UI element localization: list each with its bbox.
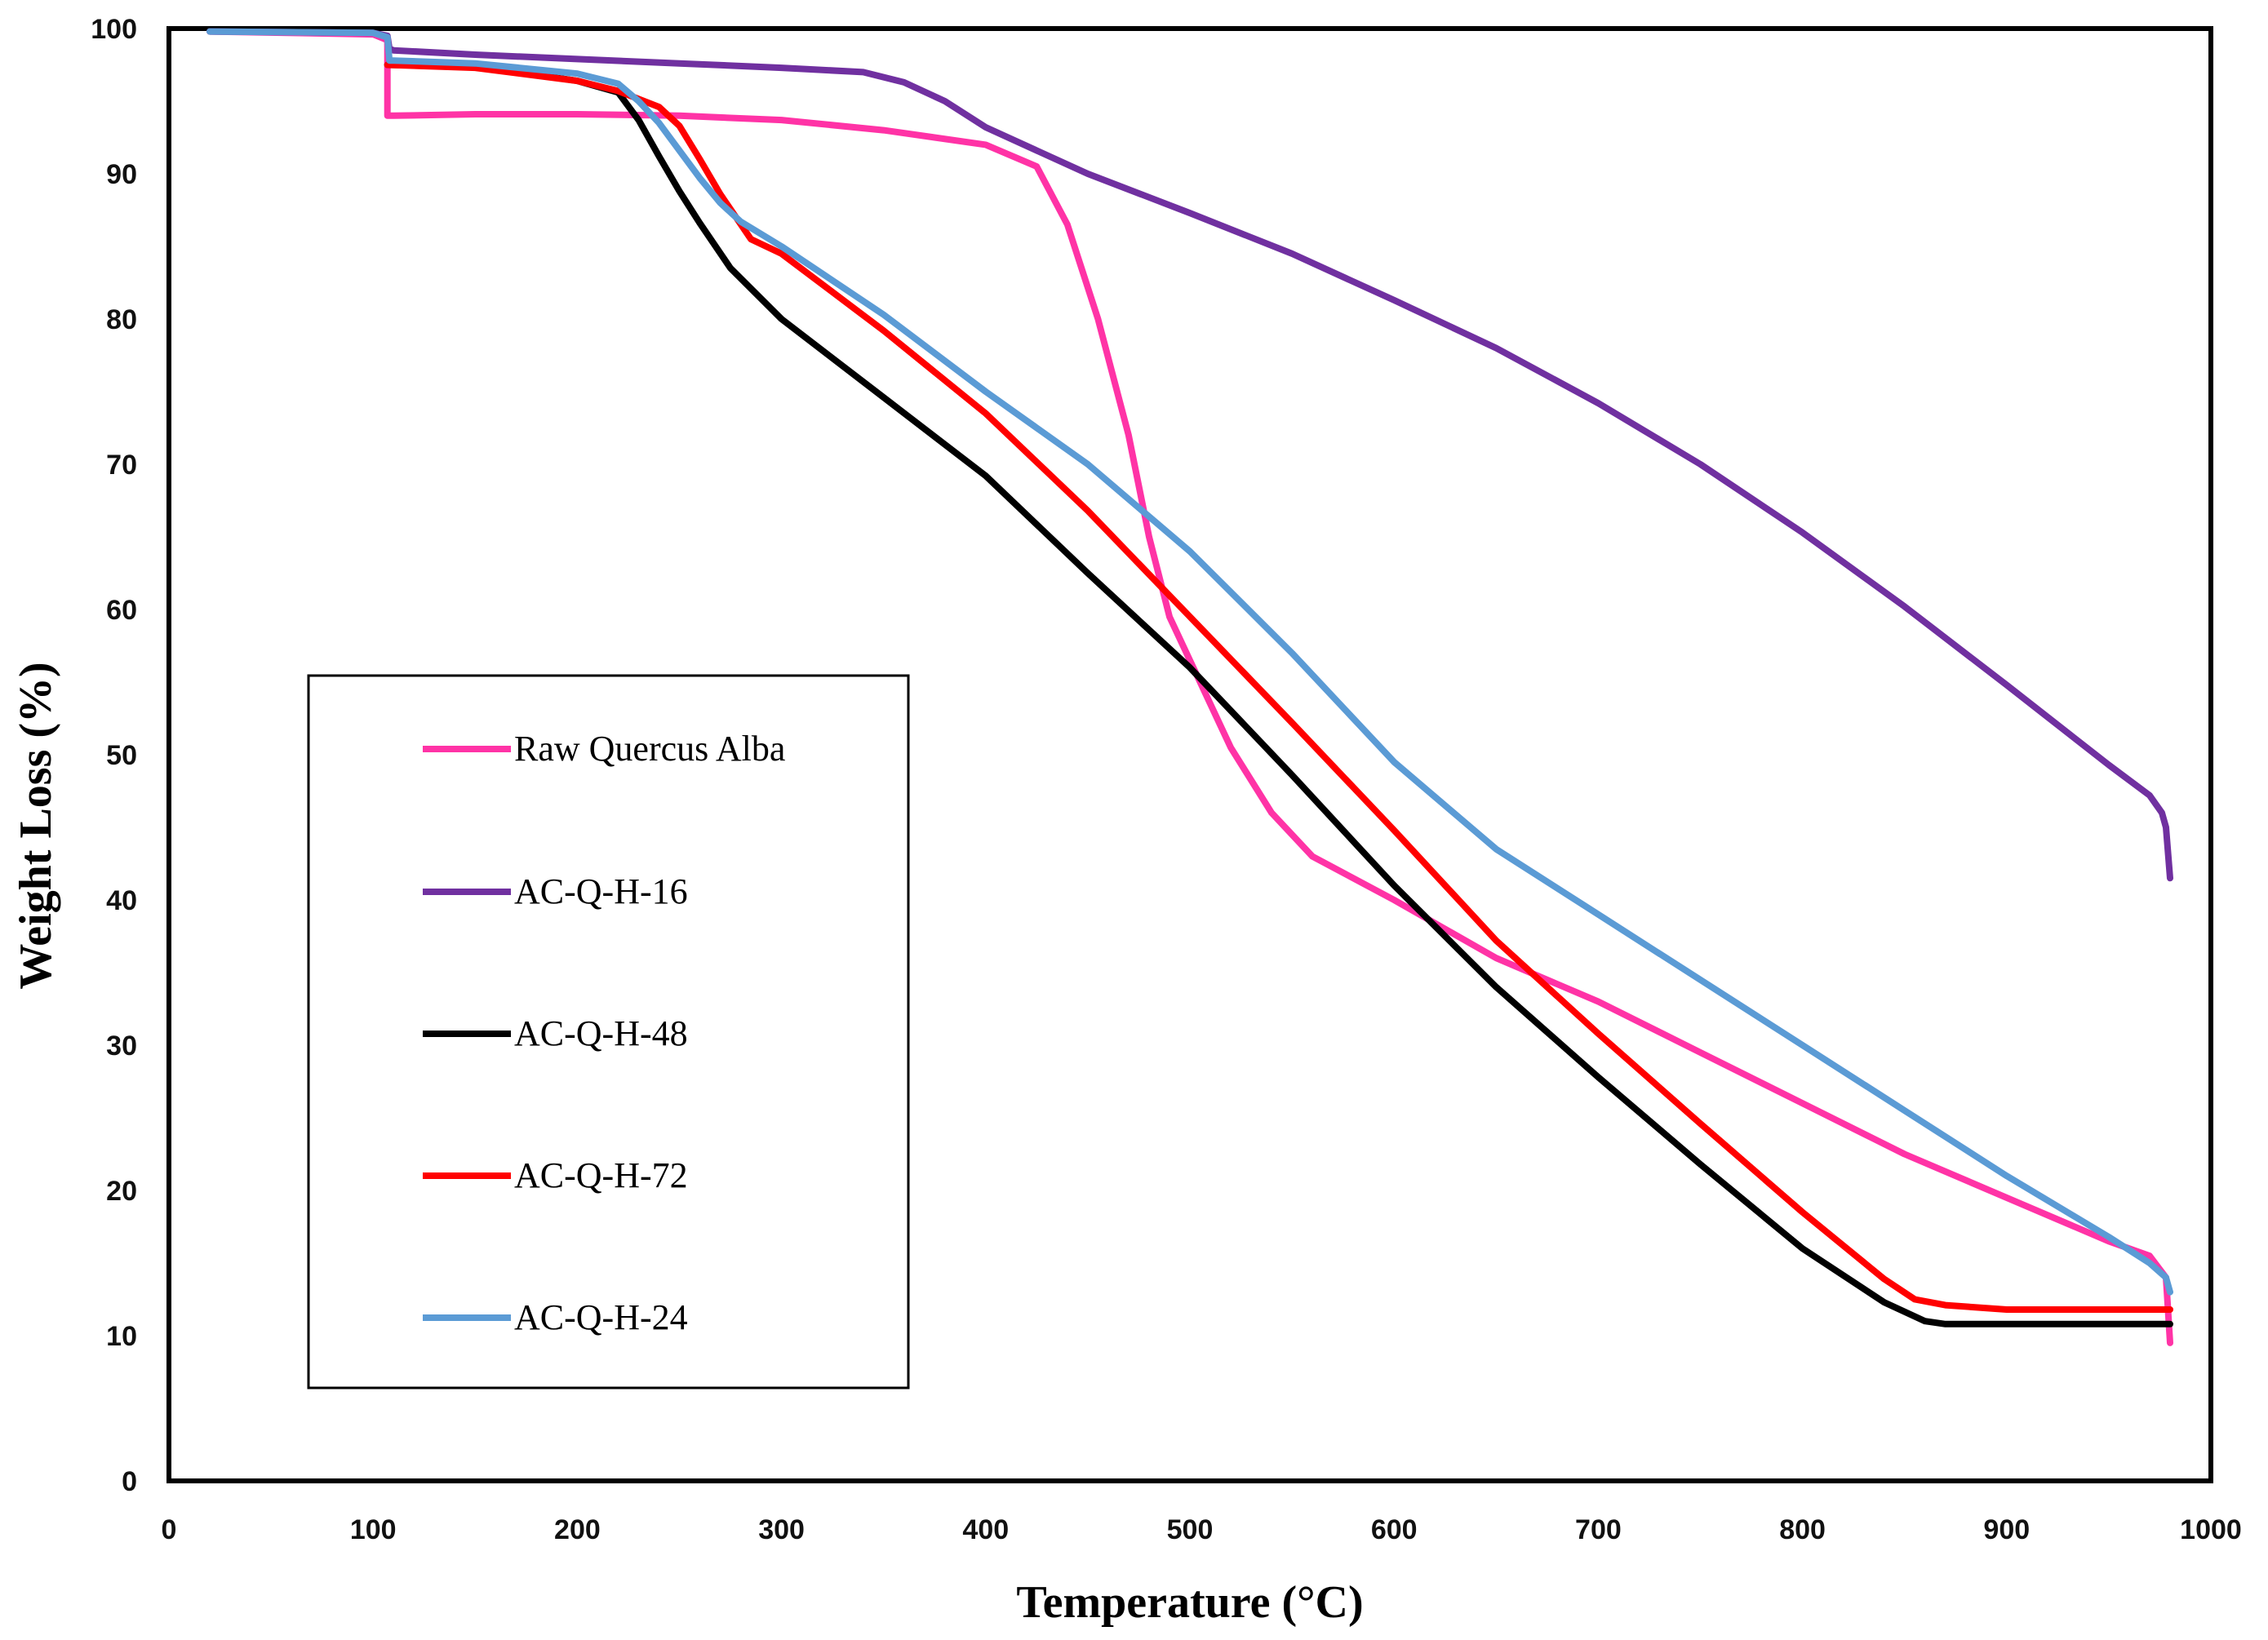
series-line-raw-quercus-alba	[206, 28, 2173, 1346]
legend-label: AC-Q-H-24	[514, 1297, 688, 1337]
x-tick-label: 800	[1779, 1514, 1826, 1545]
y-axis-title: Weight Loss (%)	[11, 662, 61, 989]
x-tick-label: 700	[1575, 1514, 1622, 1545]
series-line-ac-q-h-72	[384, 61, 2173, 1313]
y-tick-label: 40	[106, 885, 137, 916]
series-line-ac-q-h-48	[384, 61, 2173, 1328]
x-tick-label: 600	[1371, 1514, 1418, 1545]
legend-box	[307, 674, 910, 1390]
y-tick-label: 60	[106, 595, 137, 626]
series-line-ac-q-h-24	[206, 28, 2173, 1296]
x-axis-ticks: 0 100 200 300 400 500 600 700 800 900 1000	[162, 1514, 2242, 1545]
y-tick-label: 90	[106, 159, 137, 190]
x-tick-label: 300	[758, 1514, 805, 1545]
x-axis-title: Temperature (°C)	[1016, 1577, 1363, 1628]
y-tick-label: 30	[106, 1031, 137, 1062]
legend-label: AC-Q-H-72	[514, 1155, 688, 1195]
y-tick-label: 100	[91, 14, 137, 45]
y-tick-label: 0	[122, 1466, 137, 1497]
legend-label: AC-Q-H-48	[514, 1013, 688, 1053]
y-tick-label: 70	[106, 450, 137, 481]
x-tick-label: 0	[162, 1514, 177, 1545]
x-tick-label: 200	[554, 1514, 601, 1545]
x-tick-label: 100	[350, 1514, 397, 1545]
x-tick-label: 500	[1167, 1514, 1214, 1545]
legend-label: Raw Quercus Alba	[514, 729, 785, 769]
y-tick-label: 80	[106, 304, 137, 335]
plot-frame	[166, 26, 2213, 1483]
x-tick-label: 1000	[2180, 1514, 2242, 1545]
legend: Raw Quercus Alba AC-Q-H-16 AC-Q-H-48 AC-Q-H…	[307, 674, 910, 1390]
series-line-ac-q-h-16	[206, 28, 2173, 882]
x-tick-label: 400	[962, 1514, 1009, 1545]
y-tick-label: 50	[106, 740, 137, 771]
y-tick-label: 20	[106, 1176, 137, 1207]
legend-label: AC-Q-H-16	[514, 871, 688, 911]
x-tick-label: 900	[1983, 1514, 2030, 1545]
y-tick-label: 10	[106, 1321, 137, 1352]
series-layer	[206, 28, 2173, 1346]
y-axis-ticks: 0 10 20 30 40 50 60 70 80 90 100	[91, 14, 137, 1497]
